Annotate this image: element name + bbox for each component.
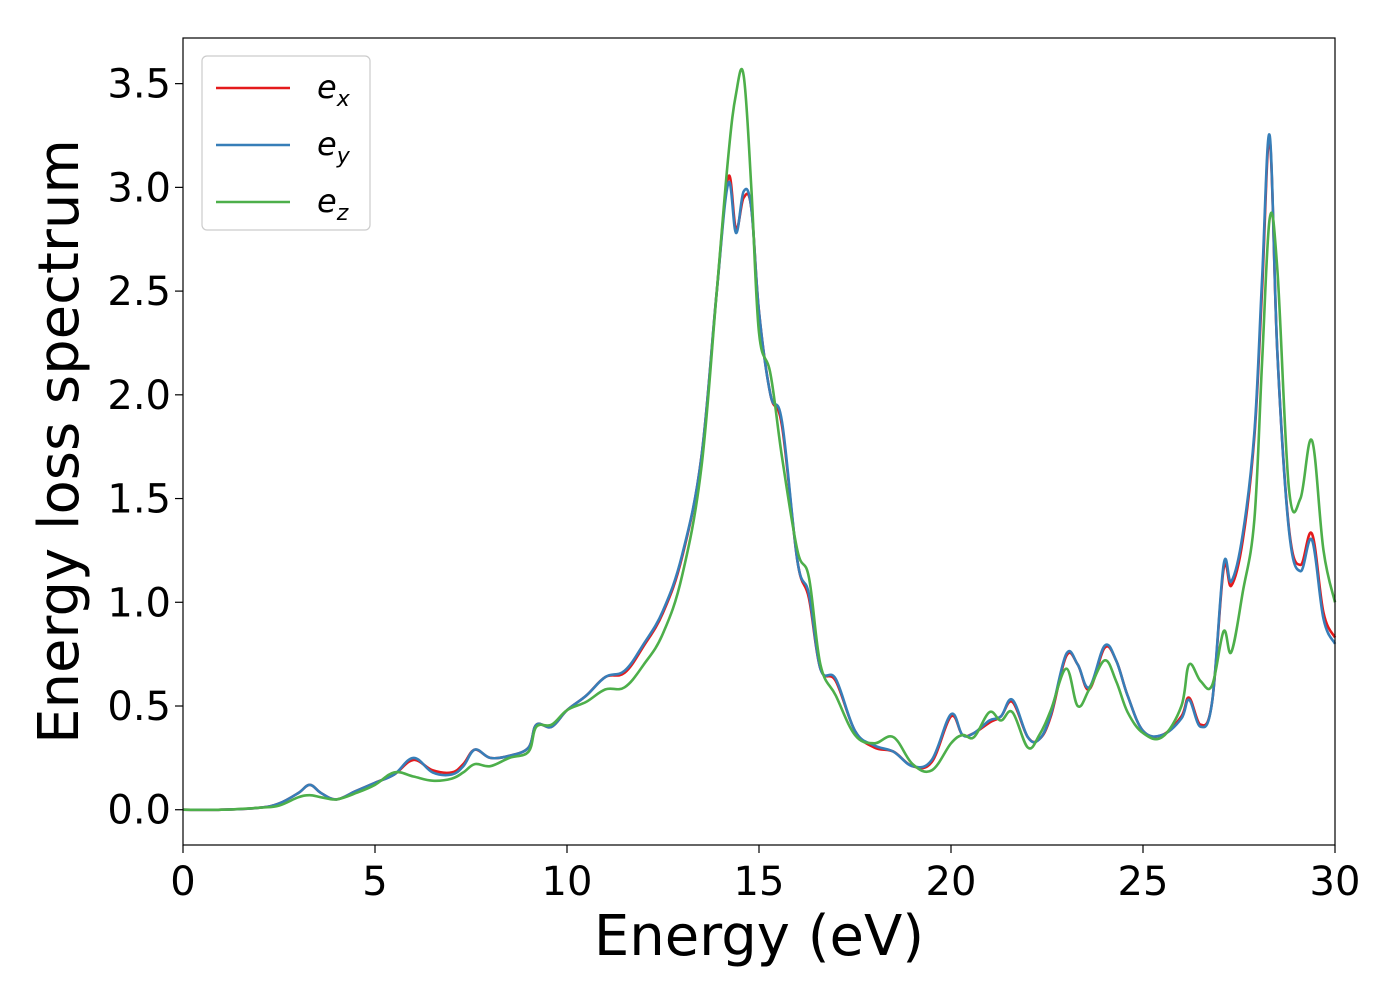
legend: ex ey ez [201, 55, 371, 231]
series-line-ex [182, 137, 1337, 812]
y-tick-label: 2.5 [107, 269, 171, 315]
series-line-ey [182, 133, 1337, 812]
x-tick-label: 20 [926, 859, 977, 905]
y-tick-label: 2.0 [107, 373, 171, 419]
x-tick-label: 30 [1310, 859, 1361, 905]
x-tick-label: 10 [542, 859, 593, 905]
x-tick-label: 25 [1118, 859, 1169, 905]
series-line-ez [182, 67, 1337, 812]
y-tick-label: 0.5 [107, 684, 171, 730]
x-axis-ticks: 0 5 10 15 20 25 30 [170, 845, 1360, 905]
legend-box [201, 55, 371, 231]
x-tick-label: 15 [734, 859, 785, 905]
x-axis-title: Energy (eV) [594, 904, 924, 969]
legend-label-ey: ey [317, 125, 351, 169]
y-tick-label: 1.5 [107, 477, 171, 523]
plot-lines [182, 67, 1337, 812]
y-tick-label: 1.0 [107, 580, 171, 626]
legend-label-ex: ex [317, 68, 351, 112]
x-tick-label: 5 [362, 859, 387, 905]
y-tick-label: 3.5 [107, 62, 171, 108]
y-axis-title: Energy loss spectrum [27, 139, 92, 744]
y-tick-label: 0.0 [107, 788, 171, 834]
y-tick-label: 3.0 [107, 165, 171, 211]
legend-label-ez: ez [317, 182, 349, 226]
x-tick-label: 0 [170, 859, 195, 905]
y-axis-ticks: 0.0 0.5 1.0 1.5 2.0 2.5 3.0 3.5 [107, 62, 183, 834]
